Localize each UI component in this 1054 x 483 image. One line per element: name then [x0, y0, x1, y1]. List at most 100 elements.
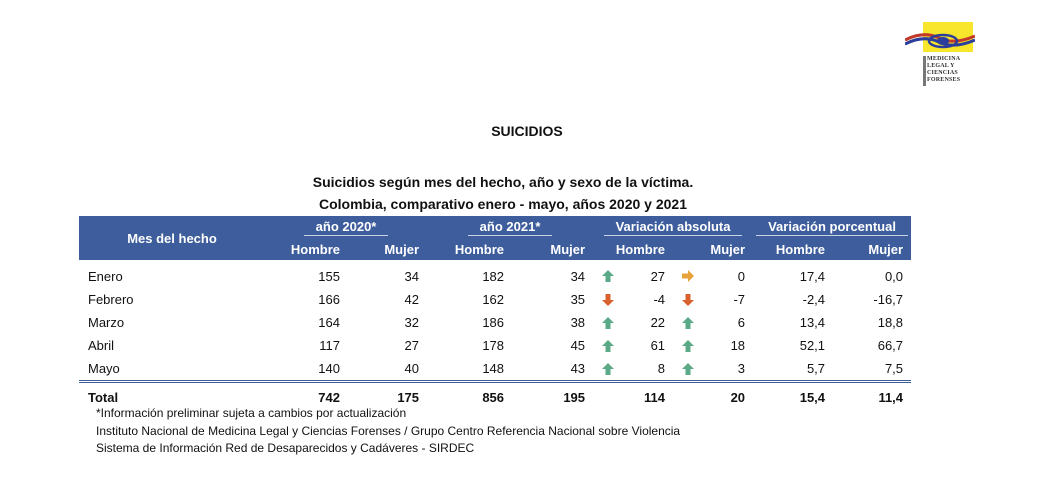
- header-year-2020: año 2020*: [265, 216, 428, 238]
- table-cell: 0: [673, 260, 753, 288]
- header-sex: Hombre: [593, 238, 674, 260]
- table-cell: 155: [318, 269, 340, 284]
- logo-text: MEDICINA LEGAL Y CIENCIAS FORENSES: [927, 56, 961, 83]
- table-cell: -2,4: [802, 292, 826, 307]
- up-arrow-icon: [602, 316, 615, 329]
- table-cell: 18: [673, 334, 753, 357]
- table-cell: -7: [673, 288, 753, 311]
- up-arrow-icon: [602, 362, 615, 375]
- up-arrow-icon: [682, 362, 695, 375]
- table-row: Marzo 164 32 186 38 22 6 13,4 18,8: [79, 311, 911, 334]
- table-cell: 7,5: [833, 357, 912, 383]
- month-cell: Febrero: [88, 292, 134, 307]
- header-sex: Hombre: [265, 238, 348, 260]
- right-arrow-icon: [682, 270, 695, 282]
- variation-value: 61: [650, 338, 666, 353]
- header-percent-variation: Variación porcentual: [753, 216, 912, 238]
- footnote: *Información preliminar sujeta a cambios…: [96, 406, 407, 420]
- variation-value: -7: [733, 292, 746, 307]
- table-cell: 18,8: [877, 315, 904, 330]
- table-cell: 22: [593, 311, 673, 334]
- suicides-table: Mes del hecho año 2020* año 2021* Variac…: [79, 216, 912, 411]
- table-subtitle-1: Suicidios según mes del hecho, año y sex…: [312, 174, 694, 190]
- variation-value: 3: [737, 361, 746, 376]
- total-row: Total 742 175 856 195 114 20 15,4 11,4: [79, 382, 911, 411]
- footnote: Instituto Nacional de Medicina Legal y C…: [96, 423, 681, 438]
- table-cell: 178: [482, 338, 505, 353]
- table-cell: 117: [319, 338, 340, 353]
- header-absolute-variation: Variación absoluta: [593, 216, 754, 238]
- down-arrow-icon: [682, 293, 695, 306]
- table-cell: 20: [730, 389, 746, 405]
- table-cell: 61: [593, 334, 673, 357]
- table-row: Mayo 140 40 148 43 8 3 5,7 7,5: [79, 357, 912, 383]
- header-sex: Hombre: [427, 238, 513, 260]
- table-cell: 32: [404, 315, 420, 330]
- medicina-legal-logo-icon: [905, 22, 975, 86]
- month-cell: Abril: [88, 338, 115, 353]
- footnote: Sistema de Información Red de Desapareci…: [96, 441, 475, 455]
- table-cell: 13,4: [799, 315, 826, 330]
- table-cell: -16,7: [873, 292, 904, 307]
- table-cell: 27: [404, 338, 420, 353]
- table-row: Enero 155 34 182 34 27 0 17,4 0,0: [79, 260, 911, 288]
- table-cell: 15,4: [799, 389, 826, 405]
- table-cell: 6: [673, 311, 753, 334]
- table-cell: 114: [644, 389, 666, 405]
- month-cell: Enero: [88, 269, 123, 284]
- table-row: Febrero 166 42 162 35 -4 -7 -2,4 -16,7: [79, 288, 911, 311]
- header-year-2021: año 2021*: [427, 216, 594, 238]
- table-cell: 27: [593, 260, 673, 288]
- table-row: Abril 117 27 178 45 61 18 52,1 66,7: [79, 334, 911, 357]
- total-label: Total: [88, 389, 119, 405]
- footnotes: *Información preliminar sujeta a cambios…: [96, 405, 680, 458]
- table-cell: 42: [404, 292, 420, 307]
- up-arrow-icon: [602, 270, 615, 282]
- table-cell: 8: [593, 357, 674, 383]
- table-cell: 140: [265, 357, 348, 383]
- table-cell: 52,1: [799, 338, 826, 353]
- table-cell: 45: [570, 338, 586, 353]
- table-cell: 166: [318, 292, 340, 307]
- table-cell: 148: [427, 357, 513, 383]
- table-cell: 34: [404, 269, 420, 284]
- table-cell: 5,7: [753, 357, 834, 383]
- header-sex: Mujer: [348, 238, 428, 260]
- table-cell: 11,4: [878, 389, 904, 405]
- header-month: Mes del hecho: [79, 216, 265, 260]
- month-cell: Mayo: [79, 357, 265, 383]
- page-title: SUICIDIOS: [491, 123, 563, 139]
- table-cell: 856: [482, 389, 505, 405]
- table-cell: 38: [570, 315, 586, 330]
- table-cell: 175: [397, 389, 420, 405]
- header-sex: Hombre: [753, 238, 834, 260]
- table-cell: 35: [570, 292, 586, 307]
- month-cell: Marzo: [88, 315, 125, 330]
- down-arrow-icon: [602, 293, 615, 306]
- table-cell: 40: [348, 357, 428, 383]
- table-cell: 3: [673, 357, 754, 383]
- table-cell: 0,0: [884, 269, 904, 284]
- table-cell: -4: [593, 288, 673, 311]
- variation-value: 0: [737, 269, 746, 284]
- table-cell: 66,7: [877, 338, 904, 353]
- header-sex: Mujer: [833, 238, 912, 260]
- table-cell: 17,4: [799, 269, 826, 284]
- table-cell: 34: [570, 269, 586, 284]
- variation-value: 18: [730, 338, 746, 353]
- table-cell: 742: [318, 389, 340, 405]
- header-sex: Mujer: [512, 238, 594, 260]
- variation-value: 8: [657, 361, 666, 376]
- up-arrow-icon: [682, 339, 695, 352]
- table-cell: 162: [482, 292, 505, 307]
- table-cell: 195: [563, 389, 586, 405]
- variation-value: -4: [653, 292, 666, 307]
- variation-value: 6: [737, 315, 746, 330]
- table-subtitle-2: Colombia, comparativo enero - mayo, años…: [318, 196, 688, 212]
- header-sex: Mujer: [673, 238, 754, 260]
- table-cell: 186: [482, 315, 505, 330]
- table-cell: 164: [318, 315, 340, 330]
- up-arrow-icon: [602, 339, 615, 352]
- variation-value: 22: [650, 315, 666, 330]
- up-arrow-icon: [682, 316, 695, 329]
